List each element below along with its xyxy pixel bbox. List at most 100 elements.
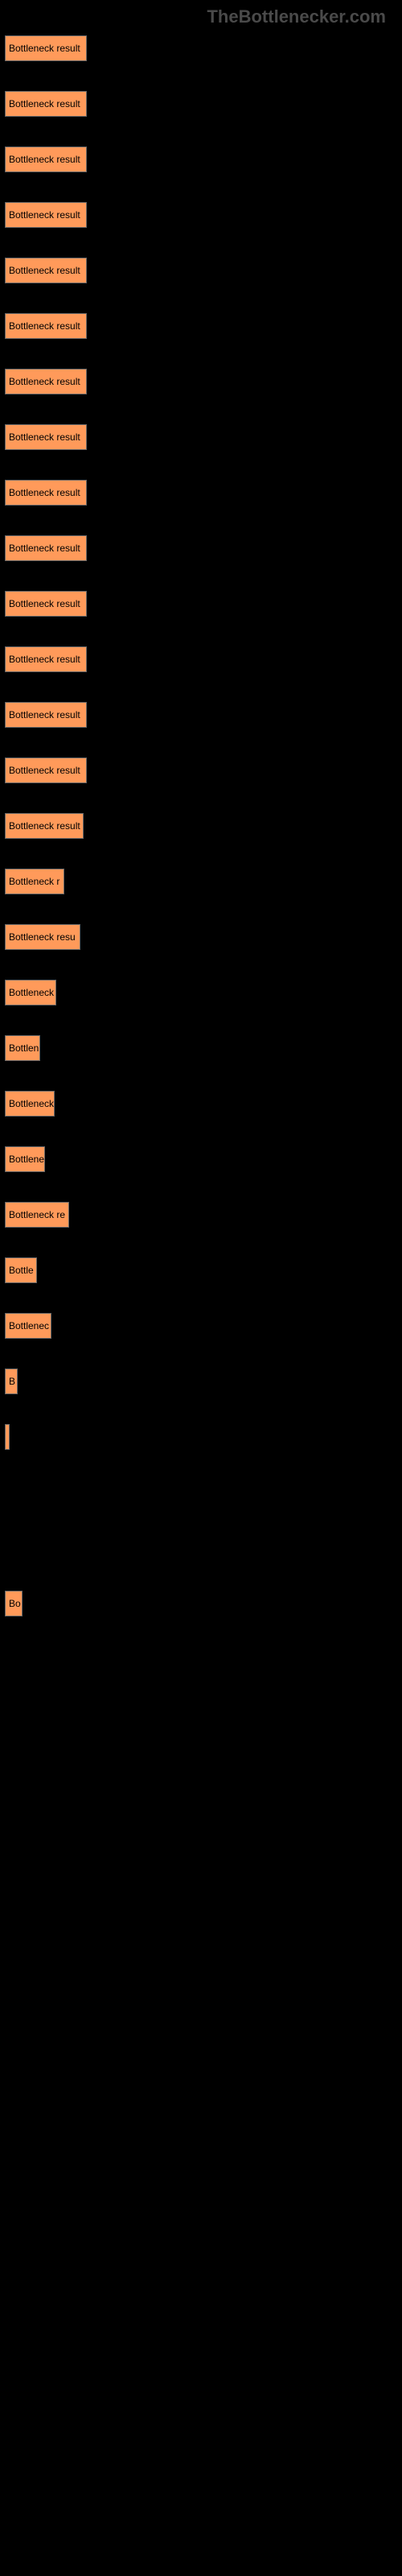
bar-row: Bottleneck result — [5, 758, 402, 783]
bar-label: Bottleneck result — [9, 320, 80, 332]
bar-label: Bottleneck result — [9, 765, 80, 776]
chart-bar[interactable]: Bottleneck result — [5, 535, 87, 561]
bar-row: Bottleneck result — [5, 702, 402, 728]
bar-label: Bottleneck result — [9, 265, 80, 276]
bar-row — [5, 2479, 402, 2505]
site-header: TheBottlenecker.com — [0, 0, 402, 27]
bar-row: Bottleneck result — [5, 369, 402, 394]
bar-row: Bottle — [5, 1257, 402, 1283]
bar-row: Bottleneck result — [5, 646, 402, 672]
chart-bar[interactable]: Bottleneck — [5, 1091, 55, 1117]
bar-row — [5, 1480, 402, 1505]
bar-label: Bottleneck result — [9, 209, 80, 221]
bar-row: Bottleneck result — [5, 480, 402, 506]
bar-row — [5, 1535, 402, 1561]
chart-bar[interactable]: Bottleneck result — [5, 313, 87, 339]
bar-label: Bottleneck result — [9, 820, 80, 832]
chart-bar[interactable]: Bottleneck r — [5, 869, 64, 894]
bar-row — [5, 2424, 402, 2450]
bar-label: Bottleneck result — [9, 43, 80, 54]
chart-bar[interactable]: Bottleneck result — [5, 758, 87, 783]
chart-bar[interactable] — [5, 1424, 10, 1450]
bar-label: Bottleneck — [9, 1098, 54, 1109]
bar-row — [5, 1757, 402, 1783]
chart-bar[interactable]: Bottle — [5, 1257, 37, 1283]
bar-row: Bottleneck result — [5, 424, 402, 450]
bar-row: Bottlene — [5, 1146, 402, 1172]
chart-bar[interactable]: Bottleneck result — [5, 591, 87, 617]
chart-container: Bottleneck result Bottleneck result Bottle… — [0, 27, 402, 2505]
bar-label: Bottleneck result — [9, 98, 80, 109]
bar-label: Bottleneck result — [9, 431, 80, 443]
bar-row: Bottleneck re — [5, 1202, 402, 1228]
bar-row — [5, 1702, 402, 1728]
bar-label: Bottleneck re — [9, 1209, 65, 1220]
bar-row — [5, 2313, 402, 2339]
bar-row: Bottleneck result — [5, 147, 402, 172]
bar-row — [5, 1924, 402, 1950]
chart-bar[interactable]: Bottleneck re — [5, 1202, 69, 1228]
chart-bar[interactable]: Bottleneck result — [5, 258, 87, 283]
bar-label: Bottleneck result — [9, 598, 80, 609]
bar-row: Bottleneck resu — [5, 924, 402, 950]
bar-label: Bottleneck result — [9, 543, 80, 554]
bar-row: Bottleneck result — [5, 202, 402, 228]
bar-row — [5, 2146, 402, 2172]
chart-bar[interactable]: Bottleneck result — [5, 35, 87, 61]
bar-row: Bottleneck — [5, 1091, 402, 1117]
bar-label: Bottlene — [9, 1154, 44, 1165]
bar-label: Bottleneck result — [9, 487, 80, 498]
chart-bar[interactable]: Bottleneck result — [5, 91, 87, 117]
bar-row: Bottleneck result — [5, 535, 402, 561]
chart-bar[interactable]: Bottleneck result — [5, 480, 87, 506]
bar-label: Bo — [9, 1598, 21, 1609]
bar-label: Bottleneck r — [9, 876, 59, 887]
chart-bar[interactable]: Bottleneck result — [5, 369, 87, 394]
bar-row: B — [5, 1368, 402, 1394]
chart-bar[interactable]: Bottleneck resu — [5, 924, 80, 950]
bar-row — [5, 1979, 402, 2005]
chart-bar[interactable]: Bottleneck result — [5, 147, 87, 172]
chart-bar[interactable]: Bottleneck result — [5, 646, 87, 672]
bar-label: Bottleneck — [9, 987, 54, 998]
chart-bar[interactable]: Bottlene — [5, 1146, 45, 1172]
bar-label: Bottle — [9, 1265, 34, 1276]
bar-row: Bottlenec — [5, 1313, 402, 1339]
chart-bar[interactable]: Bottleneck result — [5, 202, 87, 228]
chart-bar[interactable]: Bottleneck — [5, 980, 56, 1005]
site-title: TheBottlenecker.com — [207, 6, 386, 27]
bar-row — [5, 1868, 402, 1894]
bar-label: Bottleneck resu — [9, 931, 76, 943]
chart-bar[interactable]: Bottlen — [5, 1035, 40, 1061]
bar-row: Bottleneck result — [5, 813, 402, 839]
bar-row — [5, 2257, 402, 2283]
bar-row: Bottleneck result — [5, 35, 402, 61]
bar-label: Bottleneck result — [9, 376, 80, 387]
bar-row: Bo — [5, 1591, 402, 1616]
bar-row: Bottleneck — [5, 980, 402, 1005]
bar-label: Bottleneck result — [9, 154, 80, 165]
bar-row: Bottleneck result — [5, 258, 402, 283]
bar-row — [5, 2368, 402, 2394]
bar-row — [5, 1646, 402, 1672]
bar-row — [5, 2035, 402, 2061]
bar-row — [5, 1424, 402, 1450]
bar-row — [5, 2202, 402, 2227]
bar-label: Bottlenec — [9, 1320, 49, 1331]
bar-row: Bottleneck result — [5, 313, 402, 339]
bar-row: Bottleneck result — [5, 591, 402, 617]
bar-label: Bottleneck result — [9, 654, 80, 665]
bar-row — [5, 1813, 402, 1839]
chart-bar[interactable]: Bottlenec — [5, 1313, 51, 1339]
chart-bar[interactable]: Bottleneck result — [5, 424, 87, 450]
bar-row — [5, 2091, 402, 2116]
bar-row: Bottleneck result — [5, 91, 402, 117]
chart-bar[interactable]: Bo — [5, 1591, 23, 1616]
bar-label: Bottlen — [9, 1042, 39, 1054]
chart-bar[interactable]: Bottleneck result — [5, 702, 87, 728]
chart-bar[interactable]: B — [5, 1368, 18, 1394]
bar-row: Bottleneck r — [5, 869, 402, 894]
chart-bar[interactable]: Bottleneck result — [5, 813, 84, 839]
bar-row: Bottlen — [5, 1035, 402, 1061]
bar-label: Bottleneck result — [9, 709, 80, 720]
